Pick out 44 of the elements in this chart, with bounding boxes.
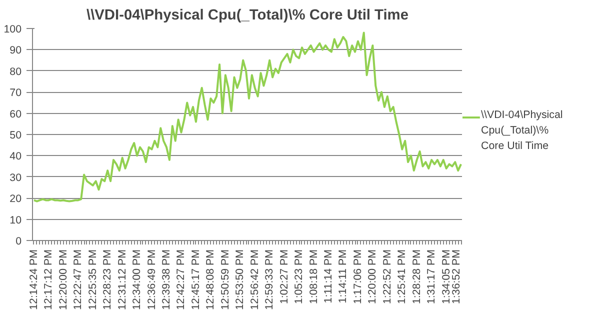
x-tick-label: 12:48:08 PM	[204, 249, 217, 310]
x-tick-label: 12:14:24 PM	[28, 249, 40, 310]
legend-label: \\VDI-04\Physical Cpu(_Total)\% Core Util Time	[481, 109, 563, 152]
x-tick-label: 1:22:52 PM	[381, 250, 394, 304]
y-tick-label: 50	[10, 130, 22, 142]
y-tick-label: 10	[10, 214, 22, 226]
x-tick-label: 1:28:28 PM	[410, 250, 423, 304]
x-tick-label: 12:53:50 PM	[234, 249, 246, 310]
x-tick-label: 12:36:49 PM	[146, 249, 158, 310]
x-tick-label: 1:17:06 PM	[352, 250, 364, 304]
x-tick-label: 1:14:11 PM	[337, 249, 350, 304]
x-tick-label: 1:25:41 PM	[396, 250, 408, 304]
x-tick-label: 1:36:52 PM	[450, 250, 462, 304]
y-tick-label: 30	[10, 172, 22, 184]
y-tick-label: 40	[10, 150, 22, 163]
x-tick-label: 12:17:12 PM	[42, 249, 55, 310]
x-tick-label: 12:45:17 PM	[190, 249, 202, 310]
x-tick-label: 12:22:47 PM	[72, 249, 84, 310]
x-tick-label: 1:11:14 PM	[322, 249, 334, 304]
line-series	[32, 32, 462, 202]
chart-title: \\VDI-04\Physical Cpu(_Total)\% Core Util Time	[86, 8, 408, 24]
x-tick-label: 12:50:59 PM	[219, 249, 232, 310]
x-tick-label: 12:39:38 PM	[160, 249, 173, 310]
y-tick-label: 70	[10, 87, 22, 100]
x-tick-label: 12:28:23 PM	[102, 249, 114, 310]
x-tick-label: 1:34:05 PM	[440, 250, 452, 304]
x-tick-label: 12:56:42 PM	[248, 249, 261, 310]
y-tick-label: 90	[10, 44, 22, 57]
x-tick-label: 12:20:00 PM	[57, 249, 70, 310]
y-tick-label: 100	[4, 24, 22, 36]
x-tick-label: 1:31:17 PM	[426, 250, 438, 304]
x-tick-label: 12:59:33 PM	[264, 249, 276, 310]
x-tick-label: 12:34:00 PM	[131, 249, 144, 310]
x-tick-label: 12:31:12 PM	[116, 249, 128, 310]
y-tick-label: 0	[16, 236, 22, 248]
x-tick-label: 12:25:35 PM	[86, 249, 99, 310]
y-tick-label: 20	[10, 193, 22, 206]
x-tick-label: 1:05:23 PM	[293, 250, 306, 304]
y-tick-label: 60	[10, 108, 22, 120]
x-tick-label: 12:42:27 PM	[175, 249, 188, 310]
y-tick-label: 80	[10, 66, 22, 78]
x-tick-label: 1:20:00 PM	[366, 250, 379, 304]
x-tick-label: 1:08:18 PM	[308, 250, 320, 304]
x-tick-label: 1:02:27 PM	[278, 250, 290, 304]
